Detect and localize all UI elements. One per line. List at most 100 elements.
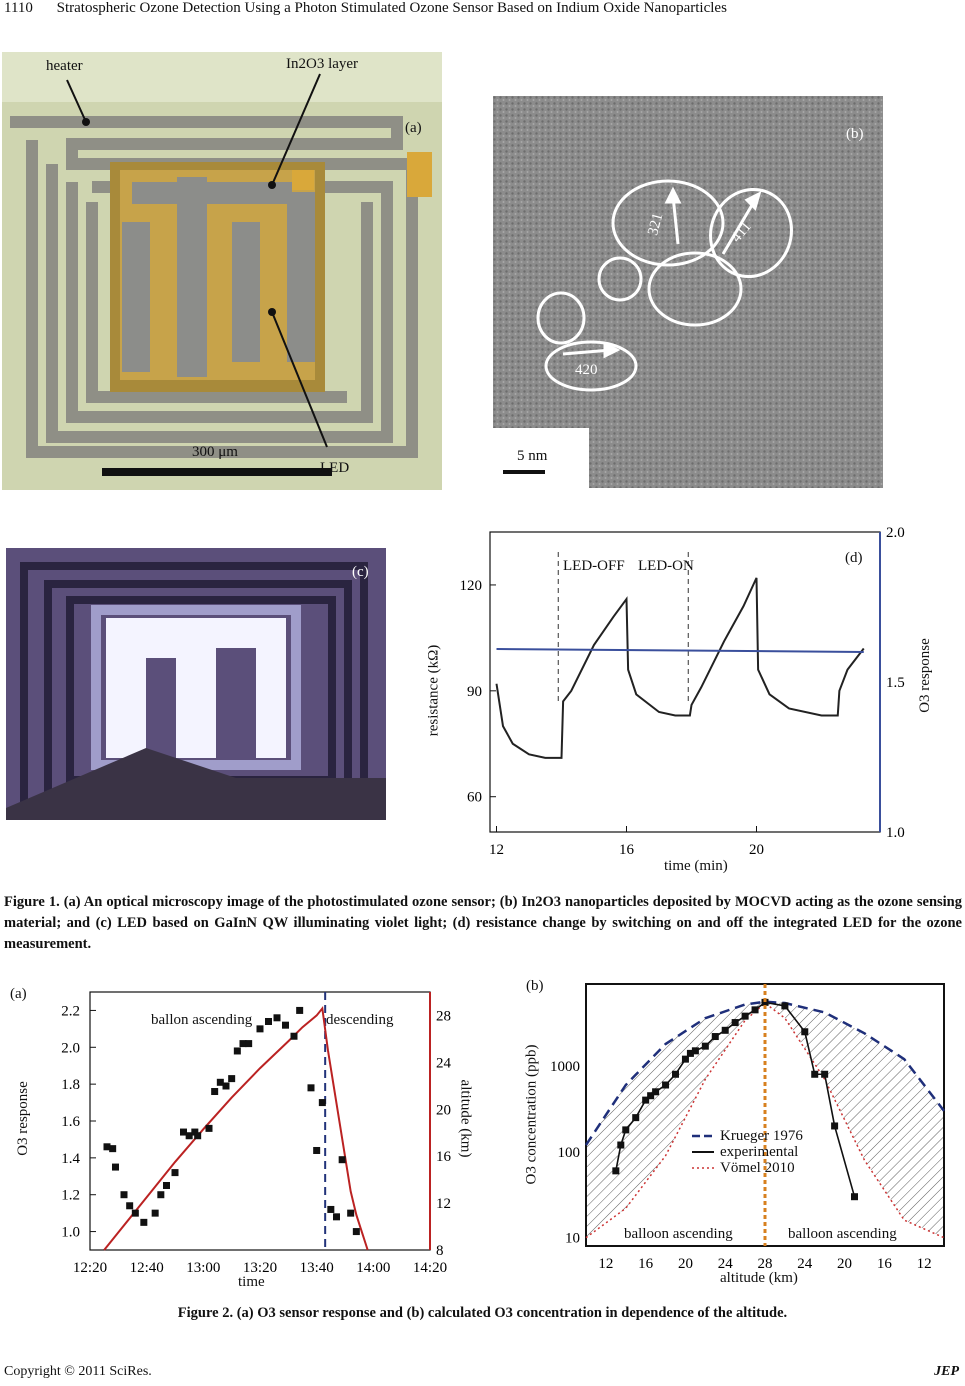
experimental-point	[686, 1049, 694, 1057]
experimental-point	[761, 998, 769, 1006]
fig2a-ascending-label: ballon ascending	[151, 1012, 253, 1028]
experimental-point	[662, 1081, 670, 1089]
experimental-point	[691, 1047, 699, 1055]
response-point	[157, 1191, 165, 1199]
running-header: 1110 Stratospheric Ozone Detection Using…	[4, 0, 727, 17]
resistance-line	[495, 577, 865, 759]
journal-abbrev: JEP	[934, 1364, 959, 1379]
y-tick-label: 10	[565, 1231, 580, 1247]
response-point	[109, 1145, 117, 1153]
fig2b-descending-label: balloon ascending	[788, 1226, 897, 1242]
fig1d-ylabel-right: O3 response	[916, 638, 933, 713]
panel-a-tag: (a)	[405, 120, 422, 136]
experimental-point	[647, 1092, 655, 1100]
fig2a-ylabel-left: O3 response	[14, 1081, 31, 1156]
panel-d-tag: (d)	[845, 550, 863, 566]
experimental-point	[711, 1033, 719, 1041]
panel-c-tag: (c)	[352, 564, 369, 580]
y2-tick-label: 1.0	[886, 825, 905, 841]
x-tick-label: 13:00	[186, 1260, 220, 1276]
x-tick-label: 24	[797, 1256, 813, 1272]
y-tick-label: 60	[467, 790, 482, 806]
response-point	[126, 1202, 134, 1210]
figure1-panel-b: (b) 321 411 420 5 nm	[493, 96, 883, 488]
response-line	[496, 648, 864, 653]
response-point	[112, 1163, 119, 1171]
experimental-point	[617, 1141, 625, 1149]
running-title: Stratospheric Ozone Detection Using a Ph…	[56, 0, 727, 16]
response-point	[211, 1088, 219, 1096]
x-tick-label: 24	[718, 1256, 734, 1272]
response-point	[185, 1132, 193, 1140]
experimental-point	[612, 1167, 620, 1175]
response-point	[180, 1128, 187, 1136]
experimental-point	[821, 1070, 829, 1078]
experimental-point	[731, 1019, 739, 1027]
response-point	[273, 1014, 281, 1022]
scale-5nm-label: 5 nm	[517, 448, 548, 464]
panel-b-tag: (b)	[846, 126, 864, 142]
y2-tick-label: 24	[436, 1055, 452, 1071]
resistance-chart: 12 16 20 60 90 120 1.0 1.5 2.0	[460, 525, 905, 858]
o3-response-chart: 12:20 12:40 13:00 13:20 13:40 14:00 14:20 1.0 1.…	[61, 991, 452, 1276]
y-tick-label: 1.4	[61, 1151, 80, 1167]
y-tick-label: 2.2	[61, 1003, 80, 1019]
experimental-point	[751, 1006, 759, 1014]
response-point	[151, 1209, 159, 1217]
y2-tick-label: 2.0	[886, 525, 905, 541]
response-point	[222, 1082, 230, 1090]
legend-krueger: Krueger 1976	[720, 1128, 803, 1144]
fig2a-tag: (a)	[10, 986, 27, 1002]
y-tick-label: 1.6	[61, 1114, 80, 1130]
y2-tick-label: 16	[436, 1149, 452, 1165]
plane-420-label: 420	[575, 362, 598, 378]
response-point	[347, 1209, 355, 1217]
experimental-point	[721, 1026, 729, 1034]
x-tick-label: 12	[489, 842, 504, 858]
x-tick-label: 13:40	[300, 1260, 334, 1276]
fig2a-ylabel-right: altitude (km)	[457, 1079, 474, 1158]
x-tick-label: 20	[678, 1256, 693, 1272]
response-point	[228, 1075, 236, 1083]
y2-tick-label: 28	[436, 1008, 451, 1024]
experimental-point	[672, 1070, 679, 1078]
experimental-point	[642, 1096, 650, 1104]
response-point	[245, 1040, 253, 1048]
fig2b-ylabel: O3 concentration (ppb)	[523, 1044, 540, 1185]
response-point	[333, 1213, 340, 1221]
x-tick-label: 14:20	[413, 1260, 447, 1276]
fig1d-ylabel-left: resistance (kΩ)	[428, 644, 442, 737]
response-point	[282, 1021, 289, 1029]
response-point	[131, 1209, 139, 1217]
experimental-point	[741, 1012, 749, 1020]
scale-300um-label: 300 μm	[192, 444, 238, 460]
experimental-point	[681, 1055, 689, 1063]
y-tick-label: 90	[467, 684, 482, 700]
x-tick-label: 16	[638, 1256, 654, 1272]
response-point	[191, 1128, 199, 1136]
experimental-point	[701, 1042, 709, 1050]
legend-experimental: experimental	[720, 1144, 799, 1160]
x-tick-label: 13:20	[243, 1260, 277, 1276]
response-point	[194, 1132, 202, 1140]
fig1d-xlabel: time (min)	[664, 858, 728, 874]
x-tick-label: 28	[758, 1256, 773, 1272]
x-tick-label: 20	[837, 1256, 852, 1272]
experimental-point	[622, 1126, 630, 1134]
fig2b-ascending-label: balloon ascending	[624, 1226, 733, 1242]
led-off-label: LED-OFF	[563, 558, 625, 574]
x-tick-label: 16	[619, 842, 635, 858]
figure2-panel-a: 12:20 12:40 13:00 13:20 13:40 14:00 14:20 1.0 1.…	[6, 980, 480, 1292]
experimental-point	[781, 1002, 789, 1010]
figure1-panel-c: (c)	[6, 548, 386, 820]
y-tick-label: 1.2	[61, 1188, 80, 1204]
page-number: 1110	[4, 0, 33, 16]
x-tick-label: 16	[877, 1256, 893, 1272]
response-point	[265, 1017, 272, 1025]
experimental-point	[851, 1193, 858, 1201]
x-tick-label: 12	[598, 1256, 613, 1272]
figure1-caption: Figure 1. (a) An optical microscopy imag…	[4, 894, 962, 952]
y-tick-label: 1.8	[61, 1077, 80, 1093]
response-point	[327, 1205, 335, 1213]
response-point	[296, 1006, 304, 1014]
